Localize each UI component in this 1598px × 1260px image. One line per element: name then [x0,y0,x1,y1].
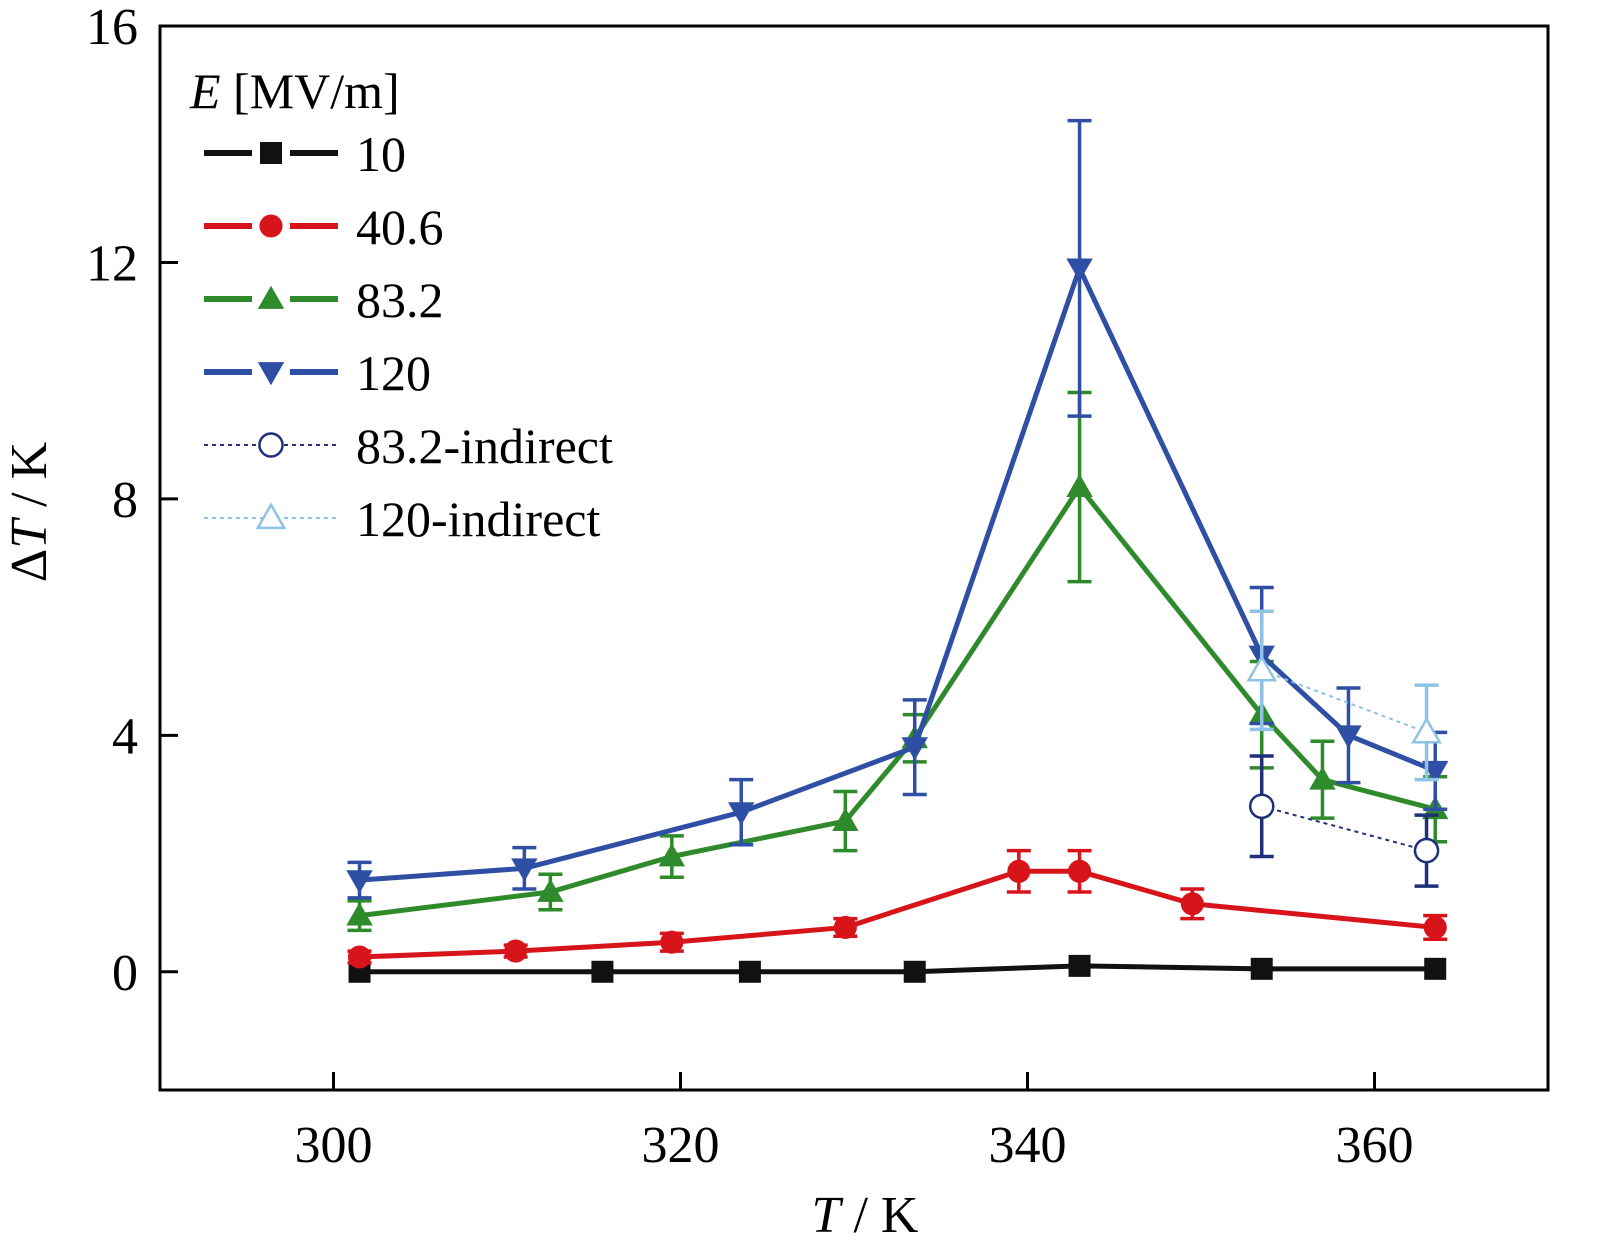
legend-entry: 120-indirect [204,491,600,547]
data-point [537,878,564,902]
data-point [1180,892,1204,916]
series-83.2-indirect [1248,754,1440,888]
series-layer [346,118,1449,983]
legend-marker [257,285,285,309]
series-line [1261,805,1427,852]
x-tick-label: 340 [989,1117,1067,1174]
series-line [359,484,1436,919]
data-point [660,930,684,954]
data-point [1335,725,1362,749]
data-point [903,960,926,983]
data-point [833,915,857,939]
data-point [1309,766,1336,790]
data-point [346,870,373,894]
data-point [347,945,372,969]
data-point [1068,954,1091,977]
data-point [511,858,538,882]
series-10 [348,954,1447,983]
data-point [1068,859,1092,883]
y-axis-variable: T [1,517,58,549]
legend-entry: 120 [204,345,431,401]
y-axis-unit: / K [1,441,58,519]
series-line [359,963,1436,975]
series-line [359,265,1437,883]
x-axis-title: T / K [812,1187,919,1244]
x-axis-unit: / K [840,1187,918,1244]
data-point [1411,716,1442,744]
series-120 [346,118,1449,900]
y-axis-prefix: Δ [1,549,58,582]
y-axis-title: ΔT / K [1,441,58,582]
data-point [1422,760,1449,784]
legend-label: 83.2 [356,272,444,328]
data-point [832,807,859,831]
x-tick-label: 300 [295,1117,373,1174]
y-tick-label: 0 [112,945,138,1002]
data-point [658,843,686,867]
data-point [1066,258,1093,282]
legend-marker [259,214,283,238]
legend-marker [258,432,284,458]
data-point [346,902,373,926]
series-120-indirect [1246,609,1442,782]
data-point [728,802,755,826]
axis-ticks: 300 320 340 360 0 4 8 12 16 [86,0,1414,1174]
data-point [901,737,928,761]
legend-entry: 40.6 [204,199,444,255]
y-tick-label: 8 [112,472,138,529]
series-line [359,868,1436,960]
x-tick-label: 360 [1336,1117,1414,1174]
legend-marker [257,362,285,386]
y-tick-label: 4 [112,708,138,765]
legend-label: 83.2-indirect [356,418,613,474]
series-40.6 [347,848,1448,969]
legend-entry: 83.2 [204,272,444,328]
data-point [1248,793,1275,820]
legend: E [MV/m] 10 40.6 83.2 120 83.2-indirect 120-in… [189,63,613,547]
data-point [1413,837,1440,864]
data-point [1246,654,1278,682]
data-point [504,939,528,963]
legend-entry: 10 [204,126,406,182]
plot-frame [158,24,1550,1092]
x-tick-label: 320 [642,1117,720,1174]
legend-label: 10 [356,126,406,182]
legend-label: 120-indirect [356,491,600,547]
legend-label: 40.6 [356,199,444,255]
legend-entry: 83.2-indirect [204,418,613,474]
data-point [1007,859,1031,883]
legend-title-variable: E [189,63,221,119]
legend-title-unit: [MV/m] [221,63,400,119]
legend-label: 120 [356,345,431,401]
data-point [1424,957,1447,980]
legend-marker [255,502,287,530]
x-axis-variable: T [812,1187,844,1244]
series-line [1261,669,1427,734]
data-point [1066,473,1093,497]
y-tick-label: 16 [86,0,138,56]
data-point [591,960,614,983]
y-tick-label: 12 [86,235,138,292]
data-point [1423,915,1447,939]
legend-title: E [MV/m] [189,63,400,119]
legend-marker [260,142,282,164]
data-point [1250,957,1273,980]
data-point [738,960,761,983]
